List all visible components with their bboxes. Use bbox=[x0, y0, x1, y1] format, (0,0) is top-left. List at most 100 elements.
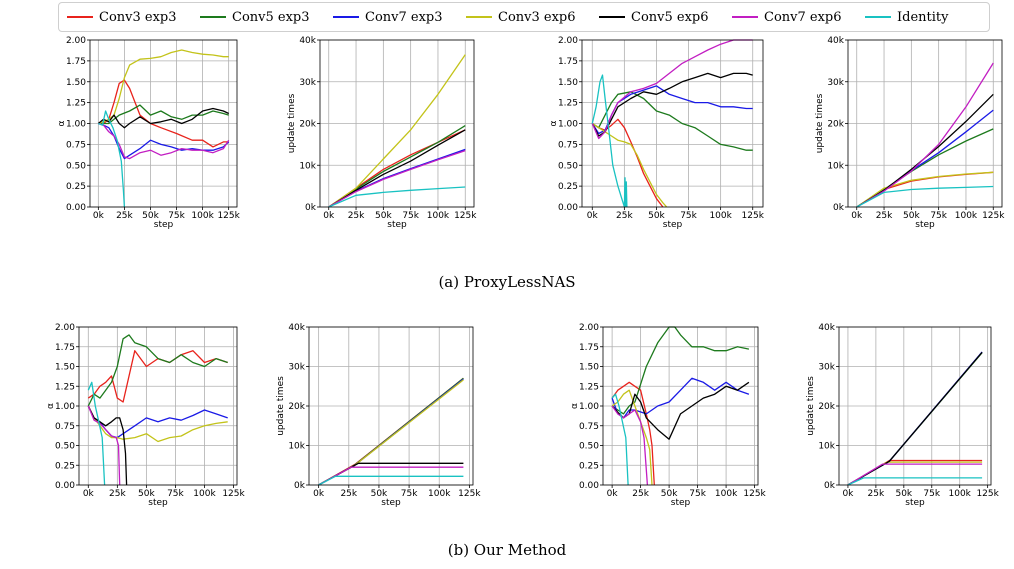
y-tick-label: 2.00 bbox=[66, 36, 86, 46]
x-tick-label: 25k bbox=[868, 489, 885, 499]
x-tick-label: 25k bbox=[116, 211, 133, 221]
legend-item: Conv7 exp3 bbox=[333, 3, 443, 31]
legend-swatch bbox=[599, 16, 625, 18]
legend-label: Conv5 exp3 bbox=[232, 9, 310, 25]
x-tick-label: 0k bbox=[93, 211, 105, 221]
y-tick-label: 1.00 bbox=[558, 120, 578, 130]
x-tick-label: 0k bbox=[323, 211, 335, 221]
x-tick-label: 50k bbox=[648, 211, 665, 221]
y-tick-label: 40k bbox=[827, 36, 844, 46]
legend-label: Conv3 exp6 bbox=[498, 9, 576, 25]
x-tick-label: 125k bbox=[217, 211, 240, 221]
x-tick-label: 100k bbox=[428, 489, 451, 499]
y-tick-label: 0.25 bbox=[55, 461, 75, 471]
x-tick-label: 25k bbox=[616, 211, 633, 221]
series-line-conv3-exp3 bbox=[856, 171, 994, 207]
y-axis-label: α bbox=[57, 120, 67, 126]
proxylessnas-right-alpha-chart: 0k 25k 50k 75k 100k 125k 0.00 0.25 0.50 0.75 1.00 1… bbox=[549, 36, 765, 230]
x-tick-label: 0k bbox=[83, 489, 95, 499]
y-tick-label: 0k bbox=[294, 481, 306, 491]
x-tick-label: 0k bbox=[587, 211, 599, 221]
x-tick-label: 25k bbox=[632, 489, 649, 499]
series-line-conv3-exp6 bbox=[611, 389, 653, 485]
y-axis-label: update times bbox=[287, 93, 297, 153]
series-line-conv7-exp6 bbox=[98, 122, 230, 160]
x-tick-label: 125k bbox=[454, 211, 477, 221]
series-line-conv5-exp3 bbox=[318, 377, 464, 485]
series-line-conv5-exp6 bbox=[87, 405, 128, 485]
x-tick-label: 50k bbox=[375, 211, 392, 221]
x-tick-label: 75k bbox=[168, 211, 185, 221]
y-tick-label: 1.50 bbox=[579, 363, 599, 373]
y-tick-label: 10k bbox=[299, 161, 316, 171]
legend-swatch bbox=[200, 16, 226, 18]
proxylessnas-left-update-chart: 0k 25k 50k 75k 100k 125k 0k 10k 20k 30k 40k step upd… bbox=[287, 36, 477, 230]
legend-label: Conv3 exp3 bbox=[99, 9, 177, 25]
y-tick-label: 1.50 bbox=[558, 78, 578, 88]
series-line-conv7-exp6 bbox=[847, 463, 983, 485]
x-tick-label: 100k bbox=[715, 489, 738, 499]
legend-item: Conv7 exp6 bbox=[732, 3, 842, 31]
x-tick-label: 25k bbox=[109, 489, 126, 499]
y-tick-label: 0.75 bbox=[66, 140, 86, 150]
series-line-conv5-exp6 bbox=[97, 107, 229, 129]
series-line-conv3-exp3 bbox=[611, 381, 655, 485]
legend-item: Conv5 exp6 bbox=[599, 3, 709, 31]
x-tick-label: 50k bbox=[138, 489, 155, 499]
y-axis-label: α bbox=[46, 403, 56, 409]
y-tick-label: 20k bbox=[818, 402, 835, 412]
y-tick-label: 40k bbox=[288, 323, 305, 333]
y-tick-label: 1.75 bbox=[579, 343, 599, 353]
x-axis-label: step bbox=[381, 498, 401, 508]
y-tick-label: 0.50 bbox=[66, 161, 86, 171]
y-tick-label: 20k bbox=[299, 120, 316, 130]
series-line-conv5-exp6 bbox=[847, 351, 983, 485]
y-tick-label: 0.75 bbox=[579, 422, 599, 432]
x-tick-label: 50k bbox=[661, 489, 678, 499]
series-line-conv7-exp6 bbox=[87, 405, 121, 485]
legend: Conv3 exp3 Conv5 exp3 Conv7 exp3 Conv3 exp6… bbox=[58, 2, 990, 32]
series-line-conv3-exp6 bbox=[87, 405, 228, 443]
y-tick-label: 10k bbox=[827, 161, 844, 171]
legend-swatch bbox=[865, 16, 891, 18]
y-tick-label: 30k bbox=[299, 78, 316, 88]
y-tick-label: 1.75 bbox=[55, 343, 75, 353]
x-tick-label: 100k bbox=[191, 211, 214, 221]
legend-label: Identity bbox=[897, 9, 949, 25]
series-line-conv7-exp6 bbox=[611, 405, 649, 485]
x-axis-label: step bbox=[148, 498, 168, 508]
y-tick-label: 30k bbox=[288, 363, 305, 373]
series-line-identity bbox=[328, 186, 466, 207]
x-tick-label: 125k bbox=[982, 211, 1005, 221]
y-tick-label: 2.00 bbox=[558, 36, 578, 46]
series-line-conv3-exp3 bbox=[98, 79, 229, 148]
x-tick-label: 75k bbox=[401, 489, 418, 499]
x-axis-label: step bbox=[387, 220, 407, 230]
x-tick-label: 75k bbox=[167, 489, 184, 499]
y-tick-label: 0.25 bbox=[579, 461, 599, 471]
x-tick-label: 25k bbox=[876, 211, 893, 221]
legend-label: Conv7 exp3 bbox=[365, 9, 443, 25]
y-tick-label: 20k bbox=[827, 120, 844, 130]
y-tick-label: 0.00 bbox=[579, 481, 599, 491]
series-line-identity bbox=[591, 74, 628, 207]
y-axis-label: update times bbox=[276, 376, 286, 436]
legend-swatch bbox=[333, 16, 359, 18]
series-line-identity bbox=[856, 185, 994, 207]
y-tick-label: 1.00 bbox=[55, 402, 75, 412]
series-line-conv5-exp3 bbox=[591, 91, 753, 151]
series-line-conv5-exp6 bbox=[856, 93, 994, 207]
series-line-conv5-exp3 bbox=[847, 352, 983, 485]
y-tick-label: 1.75 bbox=[558, 57, 578, 67]
y-axis-label: α bbox=[549, 120, 559, 126]
x-tick-label: 100k bbox=[709, 211, 732, 221]
x-axis-label: step bbox=[671, 498, 691, 508]
y-tick-label: 10k bbox=[818, 442, 835, 452]
y-tick-label: 1.75 bbox=[66, 57, 86, 67]
legend-item: Identity bbox=[865, 3, 948, 31]
x-tick-label: 100k bbox=[427, 211, 450, 221]
x-tick-label: 50k bbox=[142, 211, 159, 221]
y-tick-label: 10k bbox=[288, 442, 305, 452]
y-tick-label: 0.75 bbox=[558, 140, 578, 150]
y-tick-label: 0.00 bbox=[66, 203, 86, 213]
